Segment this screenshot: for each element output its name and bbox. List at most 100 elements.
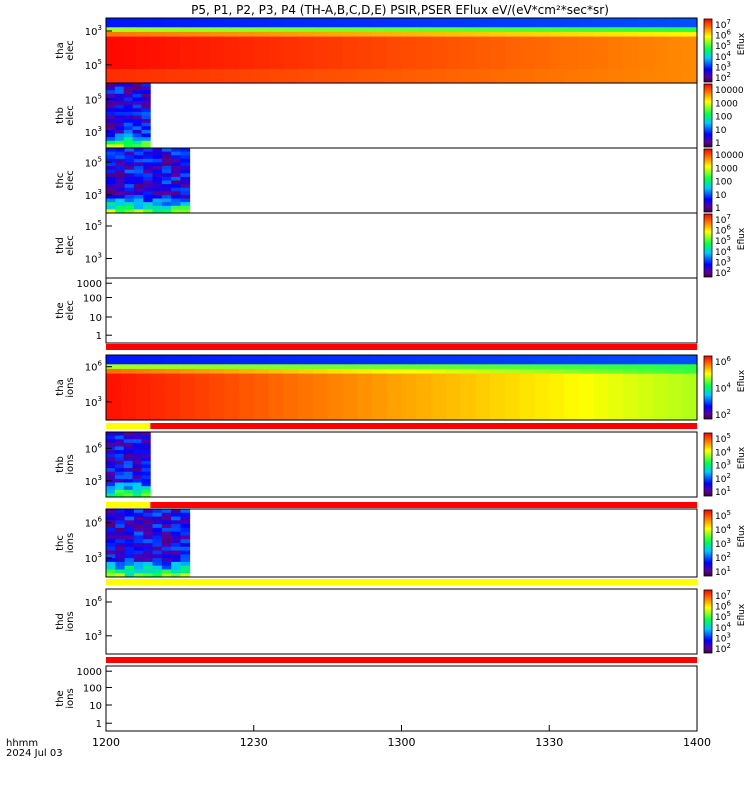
heatmap-cell: [445, 55, 462, 61]
heatmap-cell: [519, 50, 536, 56]
heatmap-cell: [682, 78, 698, 84]
heatmap-cell: [106, 471, 116, 476]
heatmap-cell: [490, 378, 506, 384]
heatmap-cell: [179, 31, 196, 38]
heatmap-cell: [135, 73, 151, 79]
heatmap-cell: [114, 489, 125, 494]
heatmap-cell: [141, 129, 151, 134]
heatmap-cell: [106, 198, 116, 203]
heatmap-cell: [549, 18, 565, 24]
heatmap-cell: [194, 359, 211, 365]
heatmap-cell: [133, 524, 144, 529]
heatmap-cell: [371, 73, 388, 79]
heatmap-cell: [238, 401, 255, 407]
heatmap-cell: [342, 73, 358, 79]
heatmap-cell: [652, 22, 669, 28]
heatmap-cell: [161, 187, 172, 192]
heatmap-cell: [623, 59, 639, 66]
heatmap-cell: [179, 59, 196, 66]
heatmap-cell: [179, 392, 196, 398]
heatmap-cell: [342, 45, 358, 52]
heatmap-cell: [416, 50, 432, 56]
ytick-label: 10: [89, 701, 102, 712]
colorbar-unit: Eflux: [737, 32, 747, 55]
heatmap-cell: [123, 450, 133, 455]
heatmap-cell: [386, 31, 403, 38]
heatmap-cell: [445, 387, 462, 393]
heatmap-cell: [132, 83, 142, 88]
heatmap-cell: [161, 565, 172, 570]
ytick-label: 106: [85, 595, 103, 609]
heatmap-cell: [150, 378, 166, 384]
heatmap-cell: [504, 22, 521, 28]
heatmap-cell: [106, 155, 116, 160]
heatmap-cell: [549, 415, 565, 421]
heatmap-cell: [106, 410, 122, 416]
heatmap-cell: [115, 554, 126, 559]
heatmap-cell: [283, 359, 299, 365]
heatmap-cell: [460, 382, 476, 389]
heatmap-cell: [578, 401, 595, 407]
heatmap-cell: [152, 202, 163, 207]
heatmap-cell: [171, 527, 181, 533]
heatmap-cell: [445, 378, 462, 384]
heatmap-cell: [534, 78, 550, 84]
heatmap-cell: [114, 101, 125, 106]
heatmap-cell: [460, 396, 476, 403]
heatmap-cell: [401, 59, 417, 66]
heatmap-cell: [124, 151, 135, 156]
heatmap-cell: [133, 169, 144, 174]
heatmap-cell: [431, 382, 447, 389]
heatmap-cell: [371, 64, 388, 70]
heatmap-cell: [253, 64, 270, 70]
heatmap-cell: [152, 539, 163, 544]
heatmap-cell: [194, 392, 211, 398]
heatmap-cell: [490, 18, 506, 24]
heatmap-cell: [124, 162, 135, 167]
heatmap-cell: [123, 493, 133, 498]
heatmap-cell: [209, 392, 225, 398]
heatmap-cell: [608, 18, 624, 24]
heatmap-cell: [171, 205, 181, 210]
heatmap-cell: [445, 31, 462, 38]
heatmap-cell: [224, 41, 240, 47]
heatmap-cell: [106, 184, 116, 189]
heatmap-cell: [152, 194, 163, 199]
heatmap-cell: [141, 442, 151, 447]
heatmap-cell: [608, 415, 624, 421]
heatmap-cell: [141, 101, 151, 106]
heatmap-cell: [608, 50, 624, 56]
heatmap-cell: [357, 64, 373, 70]
heatmap-cell: [534, 406, 550, 412]
heatmap-cell: [401, 401, 417, 407]
heatmap-cell: [327, 378, 343, 384]
heatmap-cell: [115, 543, 126, 548]
heatmap-cell: [667, 396, 683, 403]
heatmap-cell: [578, 45, 595, 52]
heatmap-cell: [124, 155, 135, 160]
heatmap-cell: [578, 378, 595, 384]
heatmap-cell: [475, 18, 491, 24]
heatmap-cell: [298, 406, 314, 412]
heatmap-cell: [123, 119, 133, 124]
heatmap-cell: [283, 410, 299, 416]
heatmap-cell: [106, 83, 116, 88]
heatmap-cell: [357, 31, 373, 38]
heatmap-cell: [401, 359, 417, 365]
heatmap-cell: [238, 50, 255, 56]
heatmap-cell: [578, 396, 595, 403]
heatmap-cell: [106, 126, 116, 131]
heatmap-cell: [180, 569, 191, 574]
heatmap-cell: [371, 378, 388, 384]
heatmap-cell: [593, 41, 609, 47]
ytick-label: 106: [85, 360, 103, 374]
heatmap-cell: [652, 64, 669, 70]
heatmap-cell: [161, 162, 172, 167]
heatmap-cell: [504, 31, 521, 38]
heatmap-cell: [143, 187, 153, 192]
heatmap-cell: [238, 78, 255, 84]
heatmap-cell: [143, 543, 153, 548]
heatmap-cell: [209, 22, 225, 28]
heatmap-cell: [120, 59, 137, 66]
heatmap-cell: [401, 69, 417, 75]
